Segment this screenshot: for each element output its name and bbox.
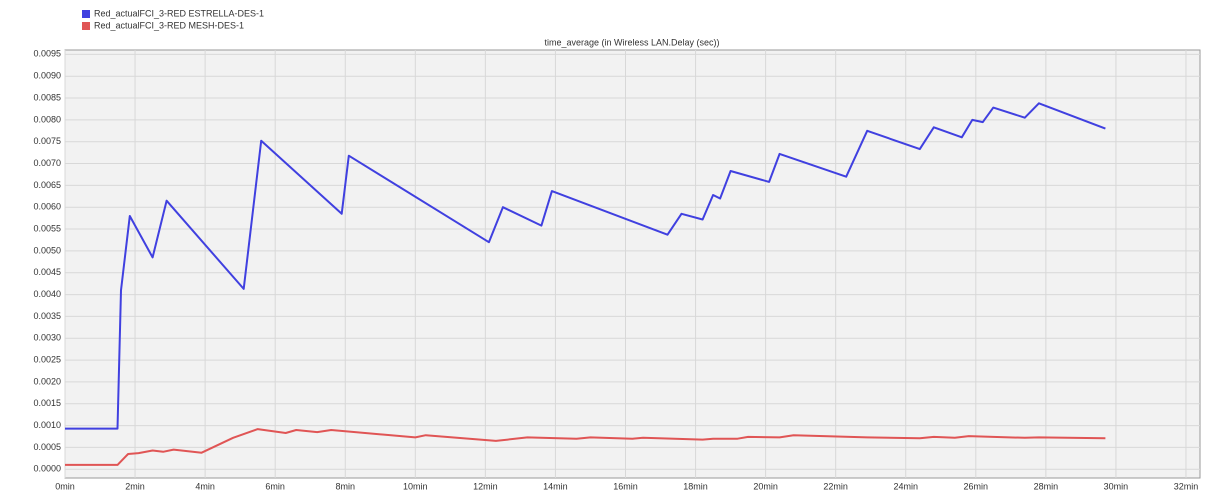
x-tick-label: 24min (893, 481, 918, 491)
y-tick-label: 0.0030 (33, 333, 61, 343)
legend-swatch (82, 22, 90, 30)
y-tick-label: 0.0060 (33, 202, 61, 212)
series-line (65, 102, 1106, 430)
x-tick-label: 20min (753, 481, 778, 491)
x-tick-label: 22min (823, 481, 848, 491)
x-tick-label: 32min (1174, 481, 1199, 491)
y-tick-label: 0.0055 (33, 223, 61, 233)
y-tick-label: 0.0010 (33, 420, 61, 430)
y-tick-label: 0.0020 (33, 376, 61, 386)
y-tick-label: 0.0045 (33, 267, 61, 277)
chart-title: time_average (in Wireless LAN.Delay (sec… (544, 37, 719, 47)
plot-area (64, 49, 1201, 479)
legend-swatch (82, 10, 90, 18)
x-tick-label: 4min (195, 481, 215, 491)
x-tick-label: 30min (1104, 481, 1129, 491)
x-tick-label: 12min (473, 481, 498, 491)
x-tick-label: 16min (613, 481, 638, 491)
y-tick-label: 0.0035 (33, 311, 61, 321)
y-tick-label: 0.0080 (33, 114, 61, 124)
y-tick-label: 0.0040 (33, 289, 61, 299)
x-tick-label: 0min (55, 481, 75, 491)
y-tick-label: 0.0070 (33, 158, 61, 168)
x-tick-label: 10min (403, 481, 428, 491)
y-tick-label: 0.0000 (33, 464, 61, 474)
x-tick-label: 28min (1034, 481, 1059, 491)
x-tick-label: 8min (335, 481, 355, 491)
y-tick-label: 0.0005 (33, 442, 61, 452)
legend-label: Red_actualFCI_3-RED MESH-DES-1 (94, 20, 244, 30)
x-tick-label: 2min (125, 481, 145, 491)
x-tick-label: 18min (683, 481, 708, 491)
y-tick-label: 0.0025 (33, 354, 61, 364)
y-tick-label: 0.0065 (33, 180, 61, 190)
x-tick-label: 26min (964, 481, 989, 491)
y-tick-label: 0.0090 (33, 71, 61, 81)
y-tick-label: 0.0085 (33, 92, 61, 102)
series-line (65, 428, 1106, 466)
y-tick-label: 0.0075 (33, 136, 61, 146)
x-tick-label: 6min (265, 481, 285, 491)
y-tick-label: 0.0095 (33, 49, 61, 59)
x-tick-label: 14min (543, 481, 568, 491)
y-tick-label: 0.0015 (33, 398, 61, 408)
legend-label: Red_actualFCI_3-RED ESTRELLA-DES-1 (94, 8, 264, 18)
y-tick-label: 0.0050 (33, 245, 61, 255)
